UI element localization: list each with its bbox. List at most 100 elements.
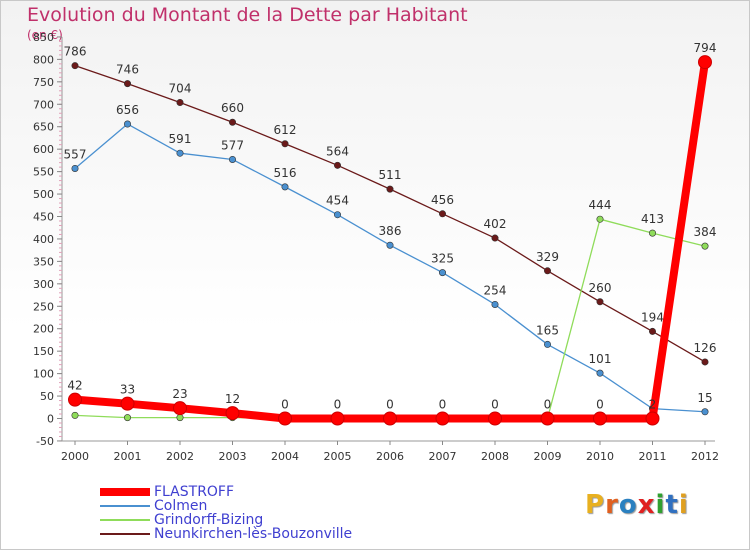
y-tick-label: 0 (47, 413, 54, 426)
series-neunkirchen-l-s-bouzonville-data-label: 786 (64, 45, 87, 59)
series-flastroff-data-label: 0 (386, 398, 394, 412)
series-colmen-data-label: 454 (326, 194, 349, 208)
series-neunkirchen-l-s-bouzonville-data-label: 511 (379, 168, 402, 182)
series-flastroff-point (488, 411, 502, 426)
series-colmen-point (491, 300, 499, 308)
series-neunkirchen-l-s-bouzonville-point (281, 140, 289, 148)
series-grindorff-bizing-data-label: 384 (694, 225, 717, 239)
series-neunkirchen-l-s-bouzonville-point (176, 98, 184, 106)
y-tick-label: 200 (33, 323, 54, 336)
y-tick-label: 800 (33, 53, 54, 66)
series-colmen-data-label: 516 (274, 166, 297, 180)
series-flastroff-data-label: 12 (225, 392, 240, 406)
series-grindorff-bizing-point (701, 242, 709, 250)
series-colmen-data-label: 165 (536, 323, 559, 337)
y-tick-label: 750 (33, 76, 54, 89)
series-grindorff-bizing-data-label: 444 (589, 198, 612, 212)
series-colmen-data-label: 557 (64, 147, 87, 161)
series-neunkirchen-l-s-bouzonville-data-label: 660 (221, 101, 244, 115)
y-tick-label: 600 (33, 143, 54, 156)
series-neunkirchen-l-s-bouzonville-point (333, 161, 341, 169)
series-colmen-data-label: 386 (379, 224, 402, 238)
legend-label: Grindorff-Bizing (154, 512, 264, 528)
x-tick-label: 2011 (639, 450, 667, 463)
y-tick-label: 100 (33, 368, 54, 381)
series-flastroff-point (330, 411, 345, 426)
y-tick-label: 50 (40, 390, 54, 403)
legend-item: FLASTROFF (100, 484, 400, 500)
series-colmen-data-label: 101 (589, 352, 612, 366)
series-neunkirchen-l-s-bouzonville-point (701, 358, 709, 366)
series-flastroff-point (278, 411, 292, 426)
series-colmen-point (333, 211, 341, 219)
chart-title: Evolution du Montant de la Dette par Hab… (27, 4, 468, 26)
x-tick-label: 2006 (376, 450, 404, 463)
y-tick-label: 500 (33, 188, 54, 201)
series-colmen-point (596, 369, 604, 377)
legend-item: Grindorff-Bizing (100, 512, 400, 528)
series-colmen-data-label: 254 (484, 283, 507, 297)
series-colmen-point (701, 408, 709, 416)
series-flastroff-data-label: 0 (281, 398, 289, 412)
series-layer (68, 55, 712, 426)
series-colmen-point (176, 149, 184, 157)
legend-swatch (100, 533, 150, 535)
series-flastroff-point (540, 411, 555, 426)
series-neunkirchen-l-s-bouzonville-data-label: 126 (694, 341, 717, 355)
series-flastroff-data-label: 0 (439, 398, 447, 412)
series-grindorff-bizing-point (176, 414, 184, 422)
series-flastroff-data-label: 0 (596, 398, 604, 412)
y-tick-label: 400 (33, 233, 54, 246)
x-tick-label: 2007 (429, 450, 457, 463)
series-flastroff-data-label: 794 (694, 41, 717, 55)
series-flastroff-data-label: 0 (334, 398, 342, 412)
series-flastroff-data-label: 23 (172, 387, 187, 401)
series-neunkirchen-l-s-bouzonville-data-label: 564 (326, 144, 349, 158)
y-tick-label: 450 (33, 210, 54, 223)
series-grindorff-bizing-line (74, 218, 706, 420)
series-colmen-point (543, 340, 551, 348)
legend-item: Neunkirchen-lès-Bouzonville (100, 526, 400, 542)
series-neunkirchen-l-s-bouzonville-point (648, 327, 656, 335)
y-tick-label: 700 (33, 98, 54, 111)
series-neunkirchen-l-s-bouzonville-point (124, 80, 132, 88)
series-neunkirchen-l-s-bouzonville-data-label: 746 (116, 63, 139, 77)
series-colmen-point (71, 164, 79, 172)
series-grindorff-bizing-point (71, 411, 79, 419)
x-tick-label: 2005 (324, 450, 352, 463)
series-flastroff-point (68, 392, 82, 407)
x-tick-label: 2000 (61, 450, 89, 463)
chart-subtitle: (en €) (27, 28, 63, 42)
series-colmen-point (438, 269, 446, 277)
series-colmen-point (386, 241, 394, 249)
x-tick-label: 2010 (586, 450, 614, 463)
x-tick-label: 2008 (481, 450, 509, 463)
series-flastroff-point (383, 411, 397, 426)
legend-label: FLASTROFF (154, 484, 235, 500)
series-colmen-data-label: 325 (431, 252, 454, 266)
series-flastroff-point (645, 411, 660, 426)
series-flastroff-point (593, 411, 607, 426)
series-neunkirchen-l-s-bouzonville-line (74, 65, 706, 363)
series-neunkirchen-l-s-bouzonville-point (71, 62, 79, 70)
x-tick-label: 2004 (271, 450, 299, 463)
series-colmen-point (281, 183, 289, 191)
series-flastroff-point (435, 411, 450, 426)
series-flastroff-point (225, 406, 240, 421)
series-neunkirchen-l-s-bouzonville-data-label: 704 (169, 81, 192, 95)
series-neunkirchen-l-s-bouzonville-point (543, 267, 551, 275)
legend-label: Colmen (154, 498, 208, 514)
series-neunkirchen-l-s-bouzonville-point (229, 118, 237, 126)
series-neunkirchen-l-s-bouzonville-point (596, 298, 604, 306)
y-tick-label: 650 (33, 121, 54, 134)
legend-swatch (100, 519, 150, 521)
legend-label: Neunkirchen-lès-Bouzonville (154, 526, 353, 542)
series-colmen-data-label: 577 (221, 138, 244, 152)
series-grindorff-bizing-data-label: 413 (641, 212, 664, 226)
series-colmen-data-label: 15 (697, 391, 712, 405)
series-flastroff-point (173, 401, 187, 416)
series-neunkirchen-l-s-bouzonville-point (491, 234, 499, 242)
series-neunkirchen-l-s-bouzonville-point (438, 210, 446, 218)
x-tick-label: 2012 (691, 450, 719, 463)
